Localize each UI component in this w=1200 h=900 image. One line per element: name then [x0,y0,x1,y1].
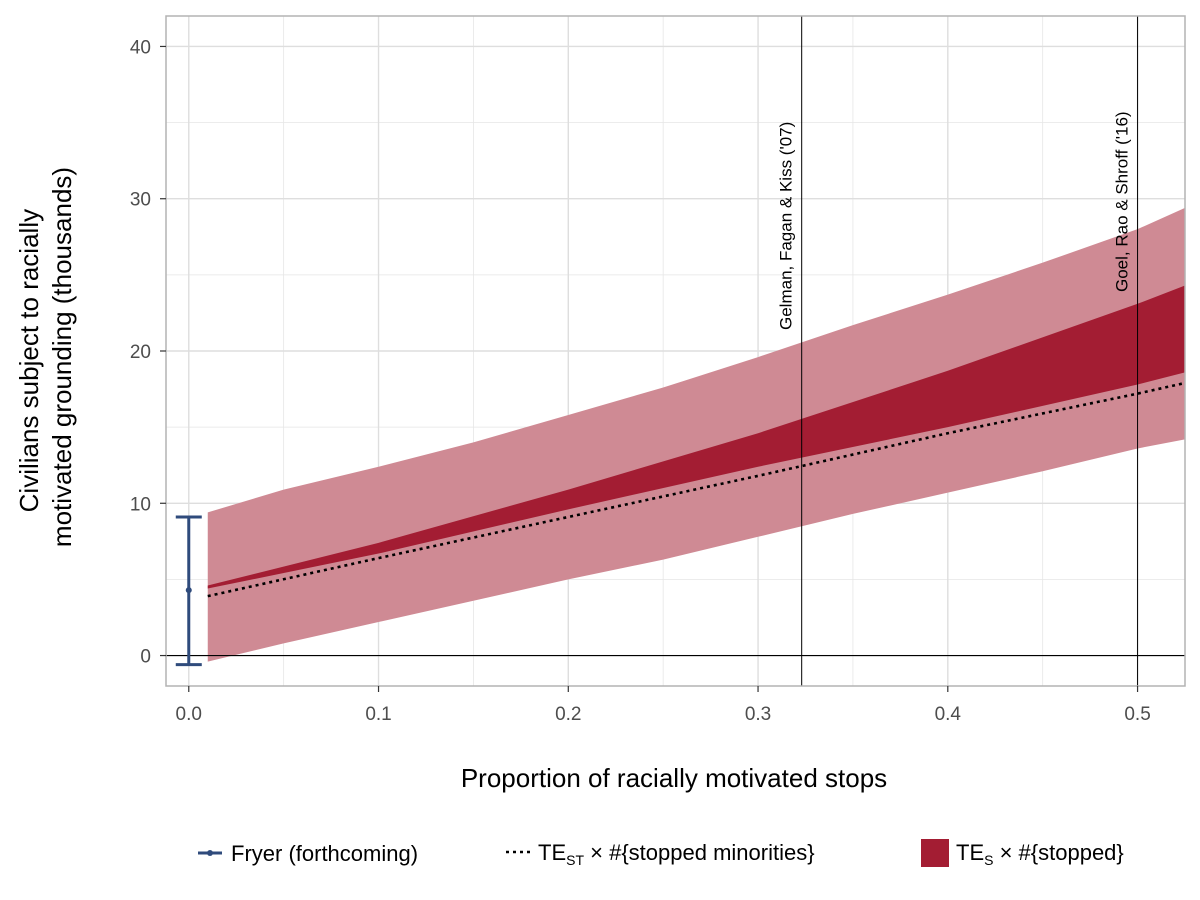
vline-label-1: Gelman, Fagan & Kiss ('07) [777,122,796,330]
legend-errorbar-point [207,850,213,856]
legend: Fryer (forthcoming) TEST × #{stopped mino… [198,839,1124,868]
y-axis-ticks: 0 10 20 30 40 [130,37,166,668]
x-tick-label: 0.0 [176,704,202,725]
outer-confidence-band [207,207,1185,662]
x-tick-label: 0.5 [1124,704,1150,725]
x-axis-title: Proportion of racially motivated stops [461,763,887,793]
legend-fill-key [921,839,949,867]
reference-lines [166,16,1186,686]
legend-label-tes: TES × #{stopped} [956,840,1124,868]
y-tick-label: 10 [130,494,151,515]
y-axis-title: Civilians subject to racially motivated … [14,167,77,547]
y-tick-label: 0 [140,647,151,668]
y-tick-label: 30 [130,190,151,211]
y-tick-label: 40 [130,37,151,58]
x-tick-label: 0.3 [745,704,771,725]
bands [207,207,1185,662]
vline-label-2: Goel, Rao & Shroff ('16) [1113,111,1132,292]
x-tick-label: 0.4 [935,704,962,725]
annotations: Gelman, Fagan & Kiss ('07) Goel, Rao & Sh… [777,111,1132,330]
x-tick-label: 0.1 [365,704,391,725]
x-axis-ticks: 0.0 0.1 0.2 0.3 0.4 0.5 [176,686,1151,725]
legend-label-test: TEST × #{stopped minorities} [538,840,815,868]
y-axis-title-line-2: motivated grounding (thousands) [47,167,77,547]
errorbar-point [185,587,192,594]
x-tick-label: 0.2 [555,704,581,725]
legend-label-fryer: Fryer (forthcoming) [231,841,418,866]
y-axis-title-line-1: Civilians subject to racially [14,209,44,512]
y-tick-label: 20 [130,342,151,363]
